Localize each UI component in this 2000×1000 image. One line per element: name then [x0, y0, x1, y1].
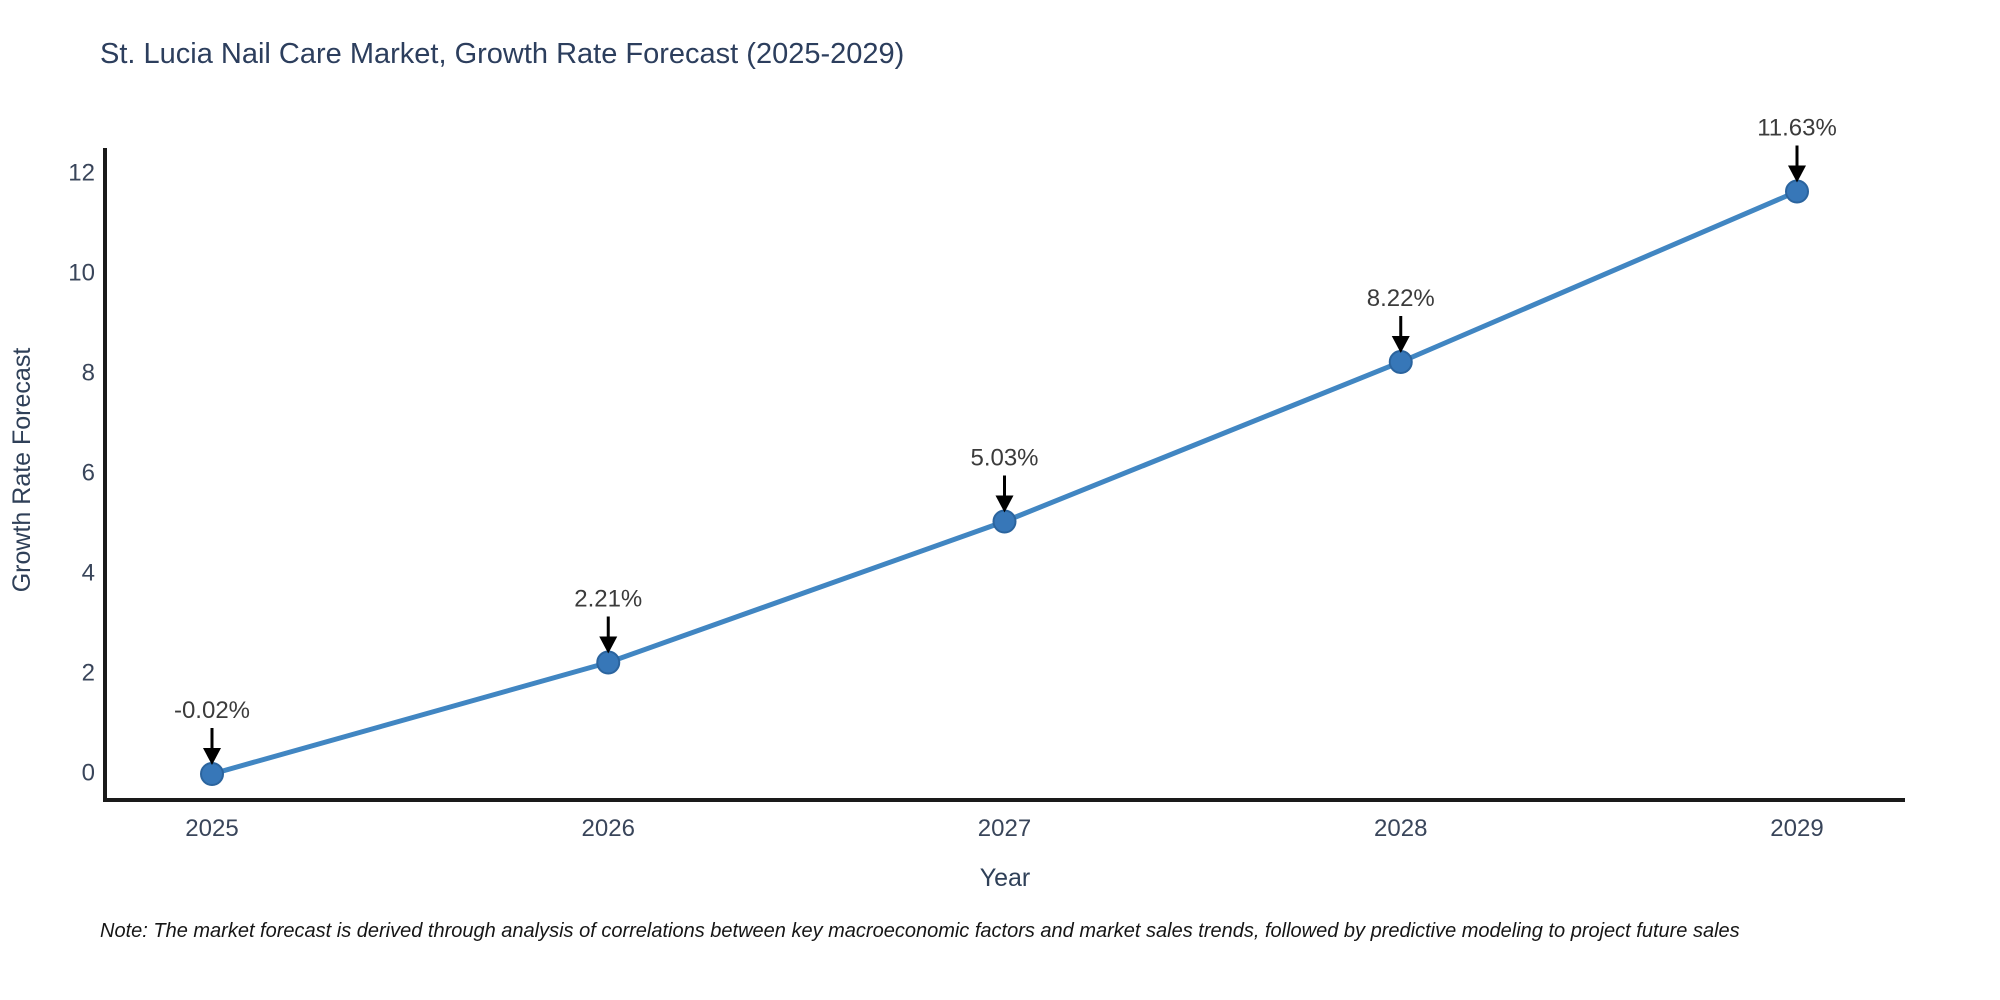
data-point-marker	[1388, 350, 1413, 374]
x-tick-label: 2027	[978, 815, 1031, 842]
y-tick-label: 8	[82, 360, 95, 387]
x-tick-label: 2029	[1770, 815, 1823, 842]
y-tick-label: 4	[82, 560, 95, 587]
y-axis-spine	[103, 148, 107, 802]
annotation-arrowhead-icon	[1788, 165, 1806, 183]
x-tick-label: 2025	[185, 815, 238, 842]
y-tick-label: 0	[82, 760, 95, 787]
data-point-marker	[1785, 179, 1809, 204]
x-tick-label: 2026	[582, 815, 635, 842]
x-axis-title: Year	[980, 864, 1031, 892]
annotation-arrowhead-icon	[599, 636, 618, 654]
y-axis-title: Growth Rate Forecast	[8, 348, 36, 593]
annotation-label: 2.21%	[574, 586, 642, 613]
annotation-label: 5.03%	[970, 445, 1038, 472]
x-axis-spine	[103, 798, 1905, 802]
chart-title: St. Lucia Nail Care Market, Growth Rate …	[100, 38, 905, 70]
annotation-label: 8.22%	[1367, 285, 1435, 312]
annotation-label: -0.02%	[174, 697, 250, 724]
data-point-marker	[596, 650, 621, 675]
data-point-marker	[200, 762, 224, 786]
y-tick-label: 12	[68, 160, 95, 187]
y-tick-label: 6	[82, 460, 95, 487]
annotation-arrowhead-icon	[203, 748, 221, 765]
annotation-arrowhead-icon	[1391, 336, 1410, 353]
data-point-marker	[992, 509, 1017, 534]
footnote: Note: The market forecast is derived thr…	[100, 920, 1740, 942]
x-tick-label: 2028	[1374, 815, 1427, 842]
annotation-label: 11.63%	[1757, 115, 1837, 142]
annotation-arrowhead-icon	[995, 495, 1014, 513]
y-tick-label: 2	[82, 660, 95, 687]
y-tick-label: 10	[68, 260, 95, 287]
